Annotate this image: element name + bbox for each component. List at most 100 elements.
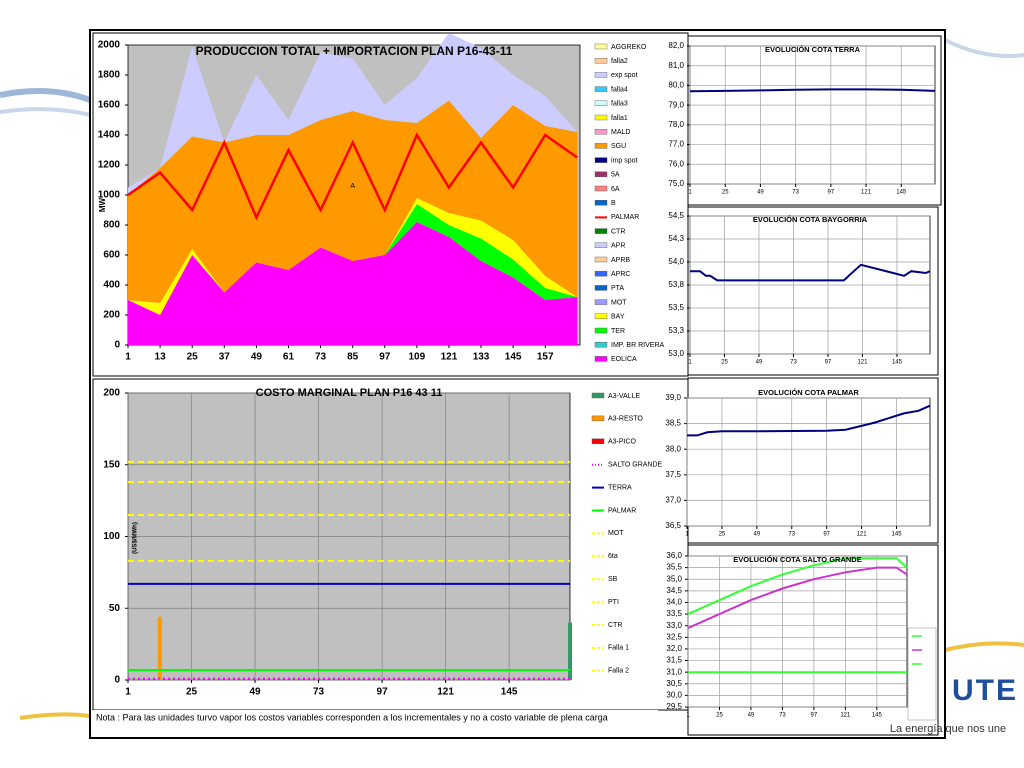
x-tick-label: 13 xyxy=(155,352,167,363)
legend-swatch xyxy=(594,228,608,234)
y-tick-label: 77,0 xyxy=(668,140,684,149)
swoosh xyxy=(944,641,1024,652)
y-tick-label: 53,3 xyxy=(668,326,684,335)
x-tick-label: 1 xyxy=(688,190,692,196)
x-tick-label: 121 xyxy=(857,360,868,366)
x-tick-label: 49 xyxy=(756,360,763,366)
y-tick-label: 80,0 xyxy=(668,81,684,90)
y-tick-label: 1400 xyxy=(98,130,121,141)
x-tick-label: 121 xyxy=(861,190,872,196)
legend-label: MOT xyxy=(611,299,627,306)
y-tick-label: 39,0 xyxy=(665,393,681,402)
y-tick-label: 53,8 xyxy=(668,280,684,289)
swoosh xyxy=(944,38,1024,58)
legend-label: 5A xyxy=(611,172,620,179)
legend-swatch xyxy=(591,438,605,444)
annotation: A xyxy=(350,183,355,190)
x-tick-label: 25 xyxy=(722,190,729,196)
x-tick-label: 97 xyxy=(811,713,818,719)
y-tick-label: 81,0 xyxy=(668,61,684,70)
x-tick-label: 1 xyxy=(688,360,692,366)
area xyxy=(128,33,578,195)
legend-label: 6ta xyxy=(608,553,618,560)
legend-label: Falla 2 xyxy=(608,668,629,675)
legend-swatch xyxy=(594,342,608,348)
x-tick-label: 145 xyxy=(505,352,522,363)
legend-label: A3-VALLE xyxy=(608,393,640,400)
area xyxy=(128,198,578,315)
legend-label: BAY xyxy=(611,314,625,321)
legend-label: PALMAR xyxy=(611,214,639,221)
y-tick-label: 1000 xyxy=(98,190,121,201)
line xyxy=(687,557,908,616)
legend-swatch xyxy=(594,100,608,107)
legend-swatch xyxy=(594,171,608,178)
x-tick-label: 97 xyxy=(379,352,391,363)
x-tick-label: 1 xyxy=(125,352,131,363)
chart-title: EVOLUCIÓN COTA BAYGORRIA xyxy=(753,215,868,224)
y-tick-label: 150 xyxy=(103,459,120,470)
line xyxy=(687,404,931,437)
x-tick-label: 85 xyxy=(347,352,359,363)
x-tick-label: 133 xyxy=(473,352,490,363)
x-tick-label: 73 xyxy=(779,713,786,719)
swoosh xyxy=(0,88,92,103)
x-tick-label: 73 xyxy=(315,352,327,363)
x-tick-label: 109 xyxy=(409,352,426,363)
legend-label: APRC xyxy=(611,271,630,278)
legend-swatch xyxy=(594,43,608,50)
x-tick-label: 25 xyxy=(719,532,726,538)
y-tick-label: 32,5 xyxy=(666,632,682,641)
x-tick-label: 49 xyxy=(748,713,755,719)
area xyxy=(128,222,578,345)
legend-label: SALTO GRANDE xyxy=(608,462,663,469)
x-tick-label: 121 xyxy=(437,687,454,698)
note: Nota : Para las unidades turvo vapor los… xyxy=(96,712,608,722)
y-tick-label: 1200 xyxy=(98,160,121,171)
y-tick-label: 50 xyxy=(109,603,121,614)
chart-title: EVOLUCIÓN COTA SALTO GRANDE xyxy=(733,555,861,564)
slogan: La energía que nos une xyxy=(890,723,1006,735)
legend-swatch xyxy=(594,157,608,163)
y-tick-label: 0 xyxy=(114,675,120,686)
y-tick-label: 53,5 xyxy=(668,303,684,312)
y-tick-label: 29,5 xyxy=(666,702,682,711)
y-tick-label: 37,0 xyxy=(665,496,681,505)
x-tick-label: 145 xyxy=(892,532,903,538)
legend-label: PTI xyxy=(608,599,619,606)
swoosh xyxy=(19,712,91,720)
x-tick-label: 97 xyxy=(827,190,834,196)
legend-swatch xyxy=(594,327,608,334)
legend-swatch xyxy=(594,86,608,92)
x-tick-label: 145 xyxy=(896,190,907,196)
legend-swatch xyxy=(594,114,608,121)
legend-label: falla3 xyxy=(611,101,628,108)
legend-swatch xyxy=(594,128,608,135)
y-tick-label: 38,0 xyxy=(665,444,681,453)
x-tick-label: 145 xyxy=(501,687,518,698)
legend-swatch xyxy=(594,185,608,192)
legend-label: falla1 xyxy=(611,115,628,122)
legend-label: AGGREKO xyxy=(611,44,647,51)
x-tick-label: 121 xyxy=(857,532,868,538)
legend-swatch xyxy=(594,271,608,277)
y-tick-label: 1800 xyxy=(98,70,121,81)
legend-swatch xyxy=(594,242,608,249)
x-tick-label: 25 xyxy=(716,713,723,719)
legend-label: exp spot xyxy=(611,72,638,79)
legend-label: TER xyxy=(611,328,625,335)
y-tick-label: 54,5 xyxy=(668,211,684,220)
legend-label: PTA xyxy=(611,285,624,292)
legend-swatch xyxy=(591,415,605,422)
legend-label: IMP. BR RIVERA xyxy=(611,342,664,349)
y-tick-label: 76,0 xyxy=(668,159,684,168)
x-tick-label: 97 xyxy=(823,532,830,538)
y-tick-label: 38,5 xyxy=(665,419,681,428)
chart-title: PRODUCCION TOTAL + IMPORTACION PLAN P16-… xyxy=(196,44,513,58)
line xyxy=(687,566,908,629)
legend-label: MALD xyxy=(611,129,630,136)
x-tick-label: 49 xyxy=(251,352,263,363)
legend-swatch xyxy=(594,72,608,78)
legend-label: 6A xyxy=(611,186,620,193)
y-tick-label: 78,0 xyxy=(668,120,684,129)
